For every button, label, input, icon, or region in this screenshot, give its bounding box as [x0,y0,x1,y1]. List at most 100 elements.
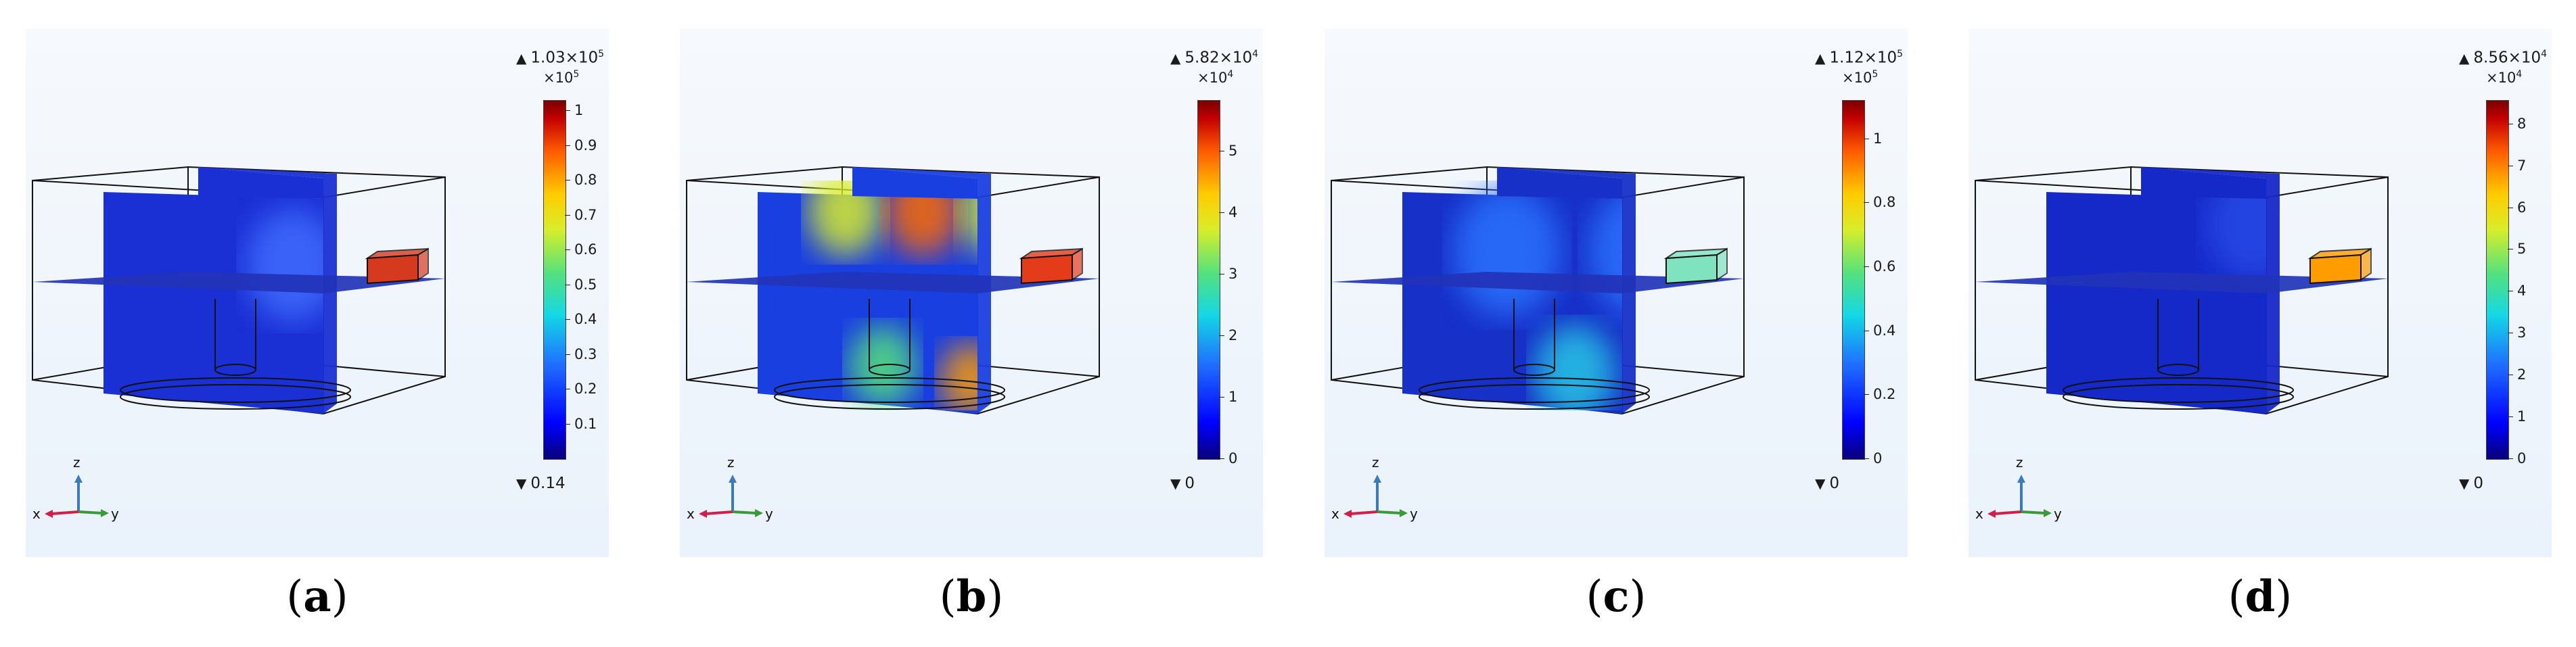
axis-triad-arrows [45,475,109,518]
axis-label-z: z [2016,454,2023,471]
colorbar-tick-label: 2 [1228,327,1238,343]
colorbar-tick-label: 0.6 [574,241,597,258]
horizontal-slice [32,272,445,293]
colorbar-tickmark [2508,458,2513,459]
axis-label-y: y [111,506,119,522]
colorbar-tickmark [565,423,570,425]
dielectric-cylinder [774,299,1005,410]
panel-caption: (d) [2228,571,2293,622]
colorbar-tickmark [2508,416,2513,418]
axis-label-x: x [1975,506,1983,522]
colorbar-tick-label: 0.4 [1873,322,1896,339]
axis-label-z: z [727,454,735,471]
triangle-down-icon: ▼ [516,475,527,492]
colorbar-tickmark [1219,335,1224,336]
colorbar-multiplier: ×104 [2486,69,2523,86]
panel-label: b [956,571,987,622]
colorbar-max: ▲ 1.12×105 [1815,49,1904,67]
colorbar-tick-label: 7 [2517,157,2527,174]
triangle-down-icon: ▼ [2459,475,2470,492]
triangle-down-icon: ▼ [1170,475,1181,492]
horizontal-slice [1975,272,2388,293]
colorbar-tickmark [565,145,570,146]
field-3d-view [1975,166,2389,415]
triangle-up-icon: ▲ [2459,49,2470,66]
colorbar-tick-label: 1 [574,102,584,119]
axis-triad: z x y [31,454,139,535]
plot-panel-b: z x y ▲ 5.82×104 ×104 ▼ 0 5 4 3 2 1 0 [680,28,1263,557]
colorbar-multiplier: ×105 [1842,69,1879,86]
axis-label-x: x [687,506,695,522]
axis-label-x: x [1331,506,1339,522]
colorbar-min: ▼ 0 [1815,475,1840,492]
colorbar-tick-label: 3 [1228,265,1238,282]
dielectric-cylinder [1419,299,1650,410]
colorbar-tick-label: 0.8 [1873,194,1896,211]
colorbar-tickmark [565,319,570,320]
colorbar-tick-label: 5 [1228,142,1238,159]
colorbar-tickmark [565,249,570,251]
colorbar-gradient [2486,100,2509,460]
colorbar-tickmark [1219,396,1224,398]
colorbar-tick-label: 8 [2517,115,2527,132]
axis-triad: z x y [1330,454,1438,535]
colorbar-tick-label: 4 [1228,203,1238,220]
axis-triad-arrows [699,475,763,518]
colorbar-tickmark [1864,458,1869,459]
colorbar-tick-label: 0 [1873,450,1883,466]
plot-panel-d: z x y ▲ 8.56×104 ×104 ▼ 0 8 7 6 5 4 3 2 1 0 [1969,28,2552,557]
panel-caption: (c) [1586,571,1647,622]
field-hotspot [246,208,323,322]
colorbar-tickmark [565,214,570,216]
waveguide-port [365,247,429,285]
colorbar-tickmark [565,354,570,355]
colorbar-max: ▲ 1.03×105 [516,49,605,67]
waveguide-port [1019,247,1083,285]
colorbar-tick-label: 0.1 [574,415,597,432]
triangle-up-icon: ▲ [1815,49,1826,66]
horizontal-slice [1331,272,1744,293]
colorbar-gradient [1842,100,1865,460]
colorbar-tickmark [565,110,570,112]
triangle-up-icon: ▲ [1170,49,1181,66]
axis-label-y: y [765,506,773,522]
colorbar-tick-label: 1 [2517,408,2527,425]
axis-triad-arrows [1343,475,1408,518]
plot-panel-a: z x y ▲ 1.03×105 ×105 ▼ 0.14 1 0.9 0.8 0.7 0.6… [26,28,609,557]
axis-triad: z x y [1974,454,2082,535]
colorbar-tick-label: 0.9 [574,137,597,153]
colorbar-tick-label: 5 [2517,241,2527,258]
colorbar-tickmark [1864,202,1869,203]
field-hotspot [940,343,978,410]
colorbar-tick-label: 0.7 [574,206,597,223]
colorbar-tick-label: 0.3 [574,345,597,362]
horizontal-slice [687,272,1099,293]
field-hotspot [1453,187,1561,316]
colorbar-tick-label: 2 [2517,366,2527,383]
colorbar-tick-label: 0 [1228,450,1238,466]
colorbar-tick-label: 1 [1228,388,1238,405]
colorbar: ▲ 5.82×104 ×104 ▼ 0 5 4 3 2 1 0 [1170,35,1263,495]
colorbar-tick-label: 0.2 [574,381,597,398]
colorbar-tick-label: 0.5 [574,276,597,293]
colorbar-tick-label: 1 [1873,130,1883,147]
colorbar-tick-label: 0 [2517,450,2527,466]
axis-triad-arrows [1987,475,2052,518]
colorbar-min: ▼ 0 [1170,475,1195,492]
colorbar-tick-label: 0.6 [1873,258,1896,275]
colorbar-tick-label: 3 [2517,325,2527,341]
waveguide-port [1663,247,1728,285]
dielectric-cylinder [2063,299,2294,410]
colorbar-multiplier: ×104 [1197,69,1234,86]
colorbar-multiplier: ×105 [543,69,580,86]
axis-label-x: x [32,506,41,522]
field-3d-view [1331,166,1745,415]
panel-label: a [303,571,331,622]
panel-caption: (a) [286,571,348,622]
triangle-down-icon: ▼ [1815,475,1826,492]
field-hotspot [849,326,917,407]
dielectric-cylinder [120,299,351,410]
field-3d-view [32,166,446,415]
colorbar-max: ▲ 8.56×104 [2459,49,2548,67]
colorbar-min: ▼ 0.14 [516,475,566,492]
